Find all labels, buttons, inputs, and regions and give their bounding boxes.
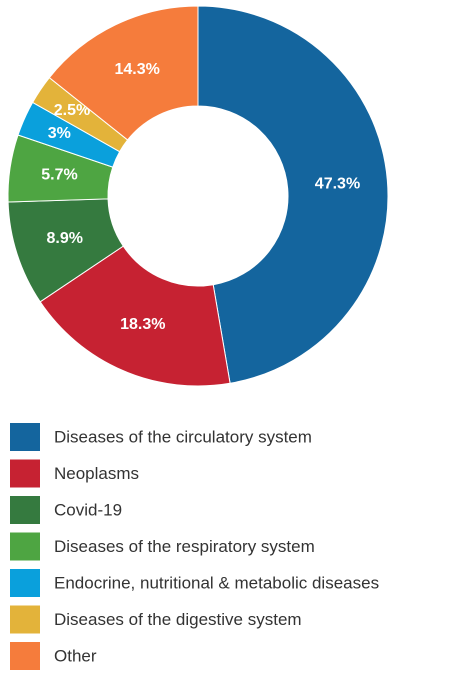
legend-swatch	[10, 496, 40, 524]
legend-swatch	[10, 532, 40, 561]
value-label: 8.9%	[46, 230, 82, 247]
value-label: 47.3%	[315, 175, 360, 192]
value-label: 14.3%	[115, 61, 160, 78]
legend-label: Other	[54, 646, 97, 665]
legend-swatch	[10, 642, 40, 670]
value-label: 2.5%	[54, 102, 90, 119]
value-label: 3%	[48, 125, 71, 142]
legend-label: Diseases of the digestive system	[54, 610, 302, 629]
legend-swatch	[10, 569, 40, 597]
legend-label: Endocrine, nutritional & metabolic disea…	[54, 573, 379, 592]
legend-swatch	[10, 459, 40, 488]
legend-label: Neoplasms	[54, 464, 139, 483]
legend-swatch	[10, 423, 40, 451]
legend-label: Diseases of the respiratory system	[54, 537, 315, 556]
slice	[197, 5, 389, 384]
legend-label: Diseases of the circulatory system	[54, 427, 312, 446]
slice	[48, 5, 199, 141]
value-label: 18.3%	[120, 316, 165, 333]
legend-swatch	[10, 605, 40, 634]
slice	[39, 245, 231, 387]
value-label: 5.7%	[41, 167, 77, 184]
legend-label: Covid-19	[54, 500, 122, 519]
